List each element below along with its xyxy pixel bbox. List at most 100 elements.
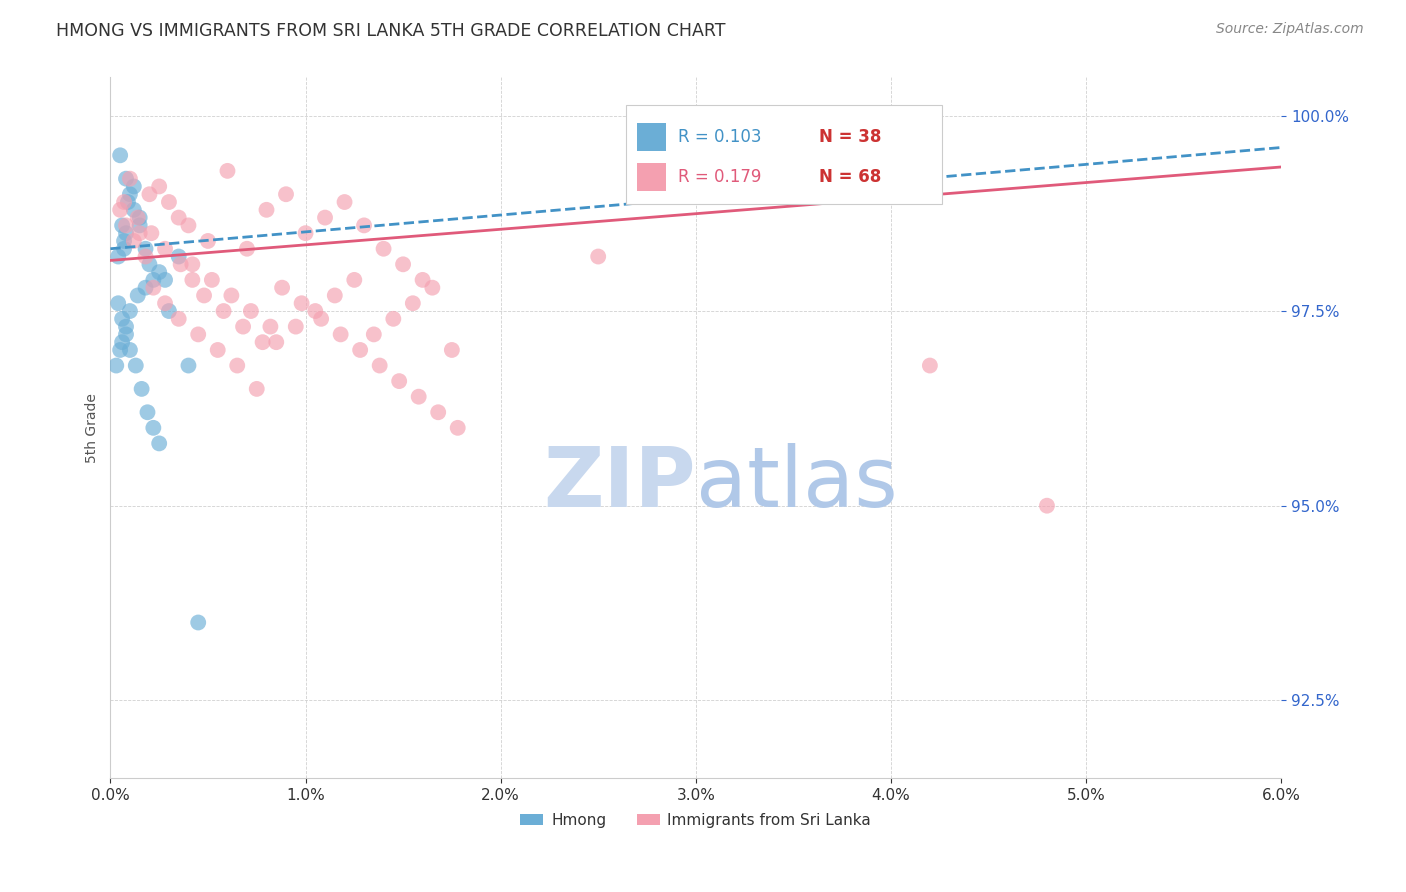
Point xyxy=(373,242,395,256)
Point xyxy=(422,281,444,295)
Point xyxy=(382,311,405,326)
Point xyxy=(105,359,128,373)
Point xyxy=(264,335,287,350)
Point xyxy=(323,288,346,302)
Point xyxy=(118,304,141,318)
Point xyxy=(117,194,139,209)
Point xyxy=(1036,499,1059,513)
Point xyxy=(128,211,150,225)
Point xyxy=(349,343,371,357)
Point xyxy=(197,234,219,248)
Point xyxy=(167,311,190,326)
Point xyxy=(138,257,160,271)
Point xyxy=(304,304,326,318)
Point xyxy=(111,311,134,326)
Point xyxy=(136,405,159,419)
Point xyxy=(388,374,411,388)
Point xyxy=(115,171,138,186)
Bar xyxy=(637,123,666,151)
Point xyxy=(291,296,314,310)
Point xyxy=(157,304,180,318)
Point xyxy=(329,327,352,342)
Y-axis label: 5th Grade: 5th Grade xyxy=(86,392,100,463)
Point xyxy=(217,164,239,178)
Point xyxy=(207,343,229,357)
Point xyxy=(115,219,138,233)
Point xyxy=(135,242,157,256)
Point xyxy=(118,343,141,357)
Point xyxy=(115,327,138,342)
Point xyxy=(153,273,176,287)
Point xyxy=(309,311,332,326)
Point xyxy=(107,250,129,264)
Point xyxy=(408,390,430,404)
Point xyxy=(127,288,149,302)
Point xyxy=(142,273,165,287)
Text: HMONG VS IMMIGRANTS FROM SRI LANKA 5TH GRADE CORRELATION CHART: HMONG VS IMMIGRANTS FROM SRI LANKA 5TH G… xyxy=(56,22,725,40)
Point xyxy=(187,615,209,630)
Point xyxy=(412,273,434,287)
Point xyxy=(343,273,366,287)
Point xyxy=(111,219,134,233)
Point xyxy=(447,421,470,435)
Text: N = 38: N = 38 xyxy=(818,128,882,146)
Point xyxy=(148,265,170,279)
Point xyxy=(274,187,297,202)
Point xyxy=(353,219,375,233)
Point xyxy=(141,226,163,240)
Point xyxy=(167,211,190,225)
Point xyxy=(440,343,463,357)
Point xyxy=(135,281,157,295)
Point xyxy=(115,226,138,240)
Point xyxy=(122,234,145,248)
Point xyxy=(177,359,200,373)
Point xyxy=(157,194,180,209)
Point xyxy=(167,250,190,264)
Point xyxy=(212,304,235,318)
Point xyxy=(108,148,131,162)
Point xyxy=(284,319,307,334)
Point xyxy=(333,194,356,209)
Point xyxy=(314,211,336,225)
Point xyxy=(131,382,153,396)
Point xyxy=(111,335,134,350)
Point xyxy=(112,242,135,256)
Point xyxy=(239,304,262,318)
Point xyxy=(122,179,145,194)
Point xyxy=(148,436,170,450)
Point xyxy=(181,273,204,287)
Point xyxy=(138,187,160,202)
Point xyxy=(181,257,204,271)
Point xyxy=(586,250,609,264)
Text: ZIP: ZIP xyxy=(543,443,696,524)
Point xyxy=(368,359,391,373)
Point xyxy=(112,234,135,248)
Point xyxy=(232,319,254,334)
Point xyxy=(107,296,129,310)
Point xyxy=(187,327,209,342)
FancyBboxPatch shape xyxy=(626,105,942,203)
Point xyxy=(128,219,150,233)
Point xyxy=(118,171,141,186)
Point xyxy=(392,257,415,271)
Point xyxy=(108,343,131,357)
Point xyxy=(201,273,224,287)
Point xyxy=(221,288,243,302)
Point xyxy=(142,281,165,295)
Text: R = 0.179: R = 0.179 xyxy=(678,168,762,186)
Text: R = 0.103: R = 0.103 xyxy=(678,128,762,146)
Text: N = 68: N = 68 xyxy=(818,168,882,186)
Point xyxy=(256,202,278,217)
Point xyxy=(148,179,170,194)
Point xyxy=(125,359,148,373)
Point xyxy=(246,382,269,396)
Point xyxy=(271,281,294,295)
Point xyxy=(177,219,200,233)
Point xyxy=(128,226,150,240)
Text: Source: ZipAtlas.com: Source: ZipAtlas.com xyxy=(1216,22,1364,37)
Point xyxy=(427,405,450,419)
Point xyxy=(236,242,259,256)
Bar xyxy=(637,163,666,191)
Legend: Hmong, Immigrants from Sri Lanka: Hmong, Immigrants from Sri Lanka xyxy=(515,806,877,834)
Point xyxy=(259,319,281,334)
